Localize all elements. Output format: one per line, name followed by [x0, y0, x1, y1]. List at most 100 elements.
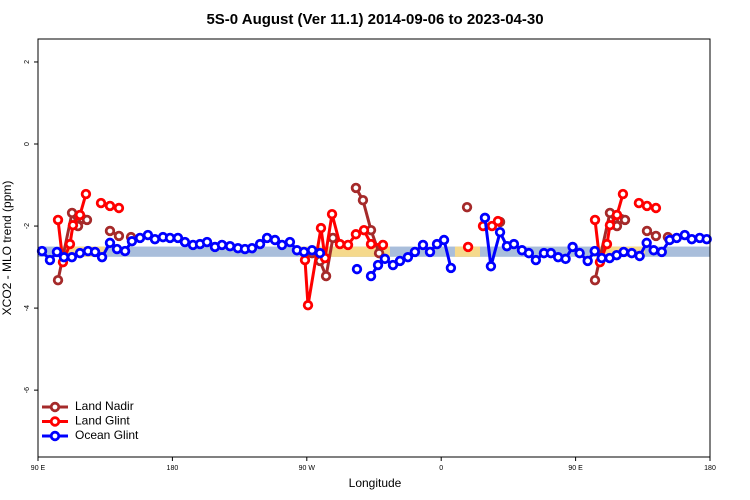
data-point — [44, 254, 56, 266]
data-point — [641, 237, 652, 249]
x-tick-label: 0 — [439, 465, 443, 472]
data-point — [74, 247, 86, 259]
data-point — [379, 253, 391, 265]
data-point — [89, 246, 101, 258]
data-point — [365, 270, 377, 282]
data-point — [431, 238, 443, 250]
data-point — [545, 247, 557, 259]
data-point — [52, 275, 64, 286]
y-tick-label: -4 — [24, 305, 31, 311]
data-point — [438, 234, 450, 246]
data-point — [589, 245, 600, 257]
data-point — [104, 200, 116, 212]
data-point — [261, 232, 273, 244]
y-tick-label: -6 — [24, 387, 31, 393]
data-point — [314, 247, 326, 259]
data-point — [74, 209, 86, 221]
data-point — [634, 250, 645, 262]
data-point — [302, 300, 314, 311]
data-point — [142, 229, 154, 241]
data-point — [320, 270, 332, 282]
data-point — [589, 214, 601, 226]
data-point — [51, 246, 63, 258]
data-point — [201, 236, 213, 248]
data-point — [342, 239, 354, 251]
data-point — [104, 225, 116, 237]
x-tick-label: 90 W — [299, 465, 316, 472]
data-point — [358, 224, 370, 236]
data-point — [306, 245, 318, 256]
data-point — [149, 233, 161, 245]
data-point — [611, 209, 623, 221]
data-point — [172, 232, 184, 244]
data-point — [334, 238, 346, 250]
data-point — [284, 236, 296, 248]
band — [299, 246, 390, 257]
data-point — [179, 236, 191, 248]
data-point — [461, 201, 473, 213]
data-point — [560, 253, 571, 265]
data-point — [574, 247, 585, 259]
data-point — [648, 245, 659, 256]
data-point — [372, 259, 384, 271]
data-point — [111, 243, 123, 255]
x-tick-label: 90 E — [31, 465, 46, 472]
data-point — [656, 246, 667, 258]
x-axis-label: Longitude — [349, 476, 402, 490]
data-point — [567, 241, 578, 253]
data-point — [350, 182, 362, 194]
data-point — [298, 246, 310, 258]
plot-frame — [37, 38, 711, 458]
data-point — [315, 222, 327, 234]
legend-label: Land Nadir — [75, 399, 134, 413]
data-point — [126, 236, 138, 247]
y-axis-label: XCO2 - MLO trend (ppm) — [0, 181, 14, 316]
data-point — [36, 245, 48, 257]
data-point — [119, 245, 131, 257]
data-point — [67, 220, 79, 231]
plot-area — [36, 182, 712, 311]
data-point — [619, 214, 631, 226]
x-tick-label: 180 — [704, 465, 716, 472]
x-tick-label: 180 — [167, 465, 179, 472]
data-point — [589, 275, 601, 286]
data-point — [113, 202, 125, 214]
data-point — [58, 252, 70, 263]
data-point — [417, 239, 429, 251]
y-tick-label: 0 — [24, 142, 31, 146]
data-point — [626, 247, 637, 259]
data-point — [618, 246, 629, 258]
data-point — [402, 252, 414, 263]
data-point — [326, 208, 338, 220]
data-point — [95, 197, 107, 209]
data-point — [671, 232, 682, 244]
data-point — [134, 232, 146, 244]
data-point — [52, 214, 64, 226]
data-point — [113, 230, 125, 242]
data-point — [485, 261, 497, 272]
y-tick-label: 2 — [24, 60, 31, 64]
chart-title: 5S-0 August (Ver 11.1) 2014-09-06 to 202… — [206, 11, 543, 28]
data-point — [216, 239, 228, 251]
data-point — [604, 220, 616, 231]
data-point — [582, 255, 593, 267]
data-point — [641, 200, 653, 212]
legend-marker — [49, 416, 61, 427]
data-point — [650, 202, 662, 214]
data-point — [373, 247, 385, 259]
data-point — [601, 238, 613, 250]
data-point — [299, 254, 311, 266]
data-point — [224, 240, 236, 252]
data-point — [596, 252, 607, 264]
data-point — [479, 212, 491, 224]
data-point — [66, 252, 78, 263]
data-point — [424, 246, 436, 258]
data-point — [633, 197, 645, 209]
data-point — [246, 243, 258, 254]
legend-marker — [49, 430, 61, 442]
data-point — [81, 214, 93, 226]
data-point — [351, 263, 363, 275]
legend-label: Ocean Glint — [75, 428, 139, 442]
data-point — [686, 233, 697, 245]
data-point — [350, 229, 362, 240]
